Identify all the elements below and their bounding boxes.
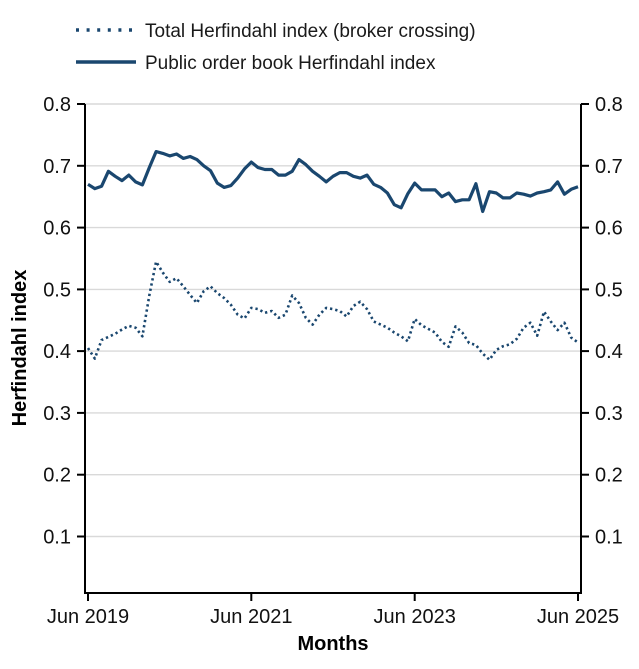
gridlines <box>85 103 581 538</box>
chart-legend: Total Herfindahl index (broker crossing)… <box>76 21 476 74</box>
axes: 0.1 0.1 0.2 0.2 0.3 0.3 0.4 0.4 0.5 0.5 0.6 0.6 0.7 0… <box>43 94 623 628</box>
y-tick-label-left: 0.8 <box>43 94 71 116</box>
x-axis-title: Months <box>297 633 368 655</box>
x-tick-label: Jun 2021 <box>210 606 292 628</box>
series-line-dotted <box>86 260 579 362</box>
y-tick-label-left: 0.1 <box>43 527 71 549</box>
x-tick-label: Jun 2025 <box>537 606 619 628</box>
y-tick-label-right: 0.3 <box>595 403 623 425</box>
y-tick-label-left: 0.2 <box>43 465 71 487</box>
y-tick-label-right: 0.5 <box>595 279 623 301</box>
y-tick-label-right: 0.1 <box>595 527 623 549</box>
series-line-solid <box>87 150 579 214</box>
series-lines <box>86 150 579 362</box>
x-tick-label: Jun 2023 <box>374 606 456 628</box>
y-tick-label-right: 0.4 <box>595 341 623 363</box>
y-tick-label-left: 0.7 <box>43 156 71 178</box>
y-tick-label-left: 0.6 <box>43 218 71 240</box>
y-tick-label-left: 0.5 <box>43 279 71 301</box>
legend-label-public-order-book: Public order book Herfindahl index <box>145 53 436 74</box>
y-axis-title: Herfindahl index <box>9 270 31 427</box>
y-tick-label-left: 0.4 <box>43 341 71 363</box>
y-tick-label-right: 0.8 <box>595 94 623 116</box>
y-tick-label-left: 0.3 <box>43 403 71 425</box>
x-tick-label: Jun 2019 <box>47 606 129 628</box>
legend-label-total-herfindahl: Total Herfindahl index (broker crossing) <box>145 21 476 42</box>
y-tick-label-right: 0.6 <box>595 218 623 240</box>
y-tick-label-right: 0.7 <box>595 156 623 178</box>
y-tick-label-right: 0.2 <box>595 465 623 487</box>
